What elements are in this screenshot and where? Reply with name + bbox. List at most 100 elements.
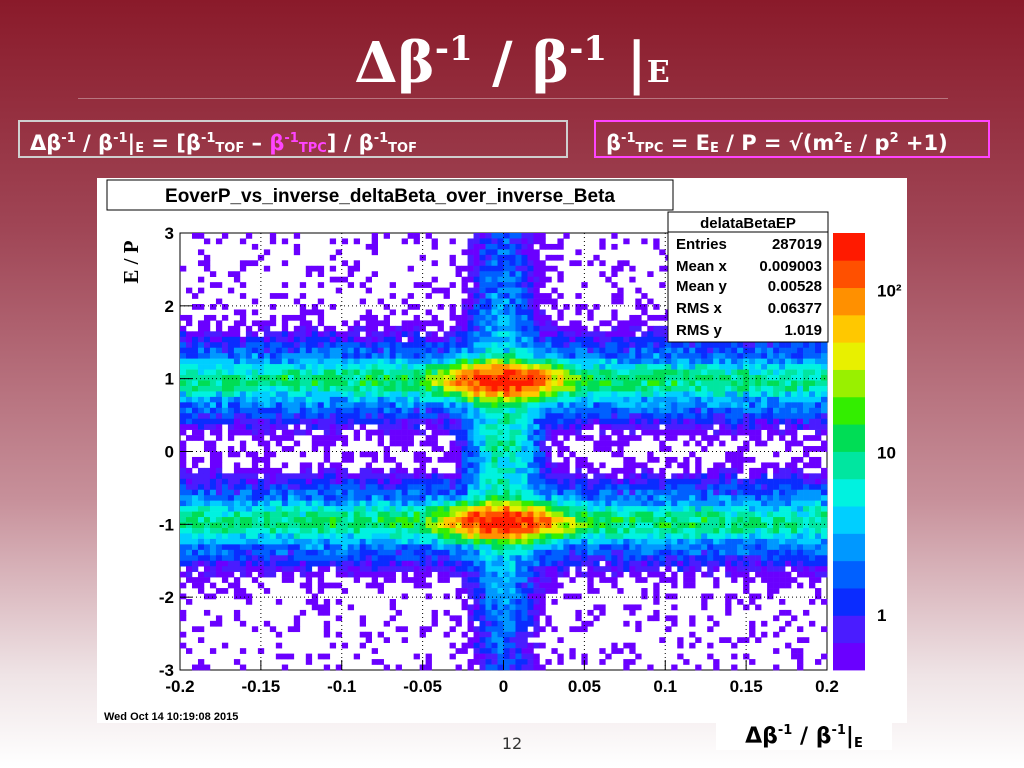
heatmap-cell	[521, 626, 528, 633]
heatmap-cell	[629, 467, 636, 474]
heatmap-cell	[323, 473, 331, 480]
heatmap-cell	[533, 309, 540, 316]
heatmap-cell	[233, 473, 241, 480]
heatmap-cell	[497, 598, 504, 605]
heatmap-cell	[449, 396, 456, 403]
heatmap-cell	[491, 429, 498, 436]
heatmap-cell	[251, 260, 259, 267]
heatmap-cell	[299, 451, 307, 458]
heatmap-cell	[263, 522, 271, 529]
heatmap-cell	[245, 413, 253, 420]
heatmap-cell	[209, 391, 217, 398]
heatmap-cell	[521, 659, 528, 665]
heatmap-cell	[515, 293, 522, 299]
heatmap-cell	[653, 413, 660, 420]
heatmap-cell	[599, 238, 606, 245]
heatmap-cell	[671, 593, 678, 600]
heatmap-cell	[593, 484, 600, 491]
heatmap-cell	[461, 446, 468, 452]
heatmap-cell	[533, 391, 540, 398]
heatmap-cell	[383, 314, 390, 321]
heatmap-cell	[731, 456, 738, 463]
heatmap-cell	[653, 527, 660, 534]
heatmap-cell	[293, 440, 301, 447]
heatmap-cell	[497, 385, 504, 392]
heatmap-cell	[635, 538, 642, 545]
heatmap-cell	[695, 391, 702, 398]
heatmap-cell	[575, 538, 582, 545]
heatmap-cell	[467, 314, 474, 321]
heatmap-cell	[197, 336, 205, 343]
heatmap-cell	[263, 566, 271, 572]
heatmap-cell	[521, 544, 528, 551]
heatmap-cell	[557, 527, 564, 534]
heatmap-cell	[461, 456, 468, 463]
heatmap-cell	[617, 517, 624, 523]
heatmap-cell	[293, 429, 301, 436]
heatmap-cell	[509, 380, 516, 387]
heatmap-cell	[401, 527, 408, 534]
heatmap-cell	[533, 642, 540, 649]
heatmap-cell	[551, 320, 558, 327]
heatmap-cell	[473, 659, 480, 665]
heatmap-cell	[191, 396, 199, 403]
heatmap-cell	[695, 478, 702, 485]
heatmap-cell	[461, 298, 468, 305]
heatmap-cell	[701, 358, 708, 365]
heatmap-cell	[215, 396, 223, 403]
heatmap-cell	[719, 364, 726, 370]
heatmap-cell	[347, 604, 355, 611]
heatmap-cell	[239, 555, 247, 562]
heatmap-cell	[551, 429, 558, 436]
heatmap-cell	[569, 511, 576, 518]
heatmap-cell	[425, 489, 432, 496]
heatmap-cell	[329, 276, 337, 283]
heatmap-cell	[521, 391, 528, 398]
heatmap-cell	[257, 391, 265, 398]
heatmap-cell	[539, 358, 546, 365]
heatmap-cell	[197, 287, 205, 294]
heatmap-cell	[503, 500, 510, 507]
heatmap-cell	[623, 364, 630, 370]
heatmap-cell	[233, 380, 241, 387]
heatmap-cell	[545, 385, 552, 392]
heatmap-cell	[395, 489, 402, 496]
heatmap-cell	[180, 380, 187, 387]
heatmap-cell	[221, 555, 229, 562]
heatmap-cell	[521, 642, 528, 649]
heatmap-cell	[485, 500, 492, 507]
heatmap-cell	[311, 353, 319, 359]
heatmap-cell	[180, 582, 187, 589]
heatmap-cell	[641, 429, 648, 436]
heatmap-cell	[521, 604, 528, 611]
heatmap-cell	[413, 304, 420, 310]
heatmap-cell	[527, 238, 534, 245]
heatmap-cell	[401, 391, 408, 398]
heatmap-cell	[497, 604, 504, 611]
heatmap-cell	[575, 549, 582, 556]
heatmap-cell	[683, 396, 690, 403]
heatmap-cell	[347, 527, 355, 534]
heatmap-cell	[557, 254, 564, 261]
heatmap-cell	[227, 500, 235, 507]
heatmap-cell	[323, 626, 331, 633]
heatmap-cell	[593, 495, 600, 501]
heatmap-cell	[617, 588, 624, 594]
heatmap-cell	[509, 615, 516, 622]
heatmap-cell	[731, 593, 738, 600]
heatmap-cell	[425, 282, 432, 288]
heatmap-cell	[395, 424, 402, 430]
heatmap-cell	[329, 402, 337, 409]
heatmap-cell	[341, 407, 349, 414]
heatmap-cell	[293, 506, 301, 512]
heatmap-cell	[233, 500, 241, 507]
heatmap-cell	[593, 407, 600, 414]
heatmap-cell	[185, 320, 193, 327]
heatmap-cell	[665, 615, 672, 622]
heatmap-cell	[269, 336, 277, 343]
heatmap-cell	[461, 489, 468, 496]
heatmap-cell	[605, 353, 612, 359]
heatmap-cell	[443, 506, 450, 512]
heatmap-cell	[707, 347, 714, 354]
heatmap-cell	[455, 489, 462, 496]
